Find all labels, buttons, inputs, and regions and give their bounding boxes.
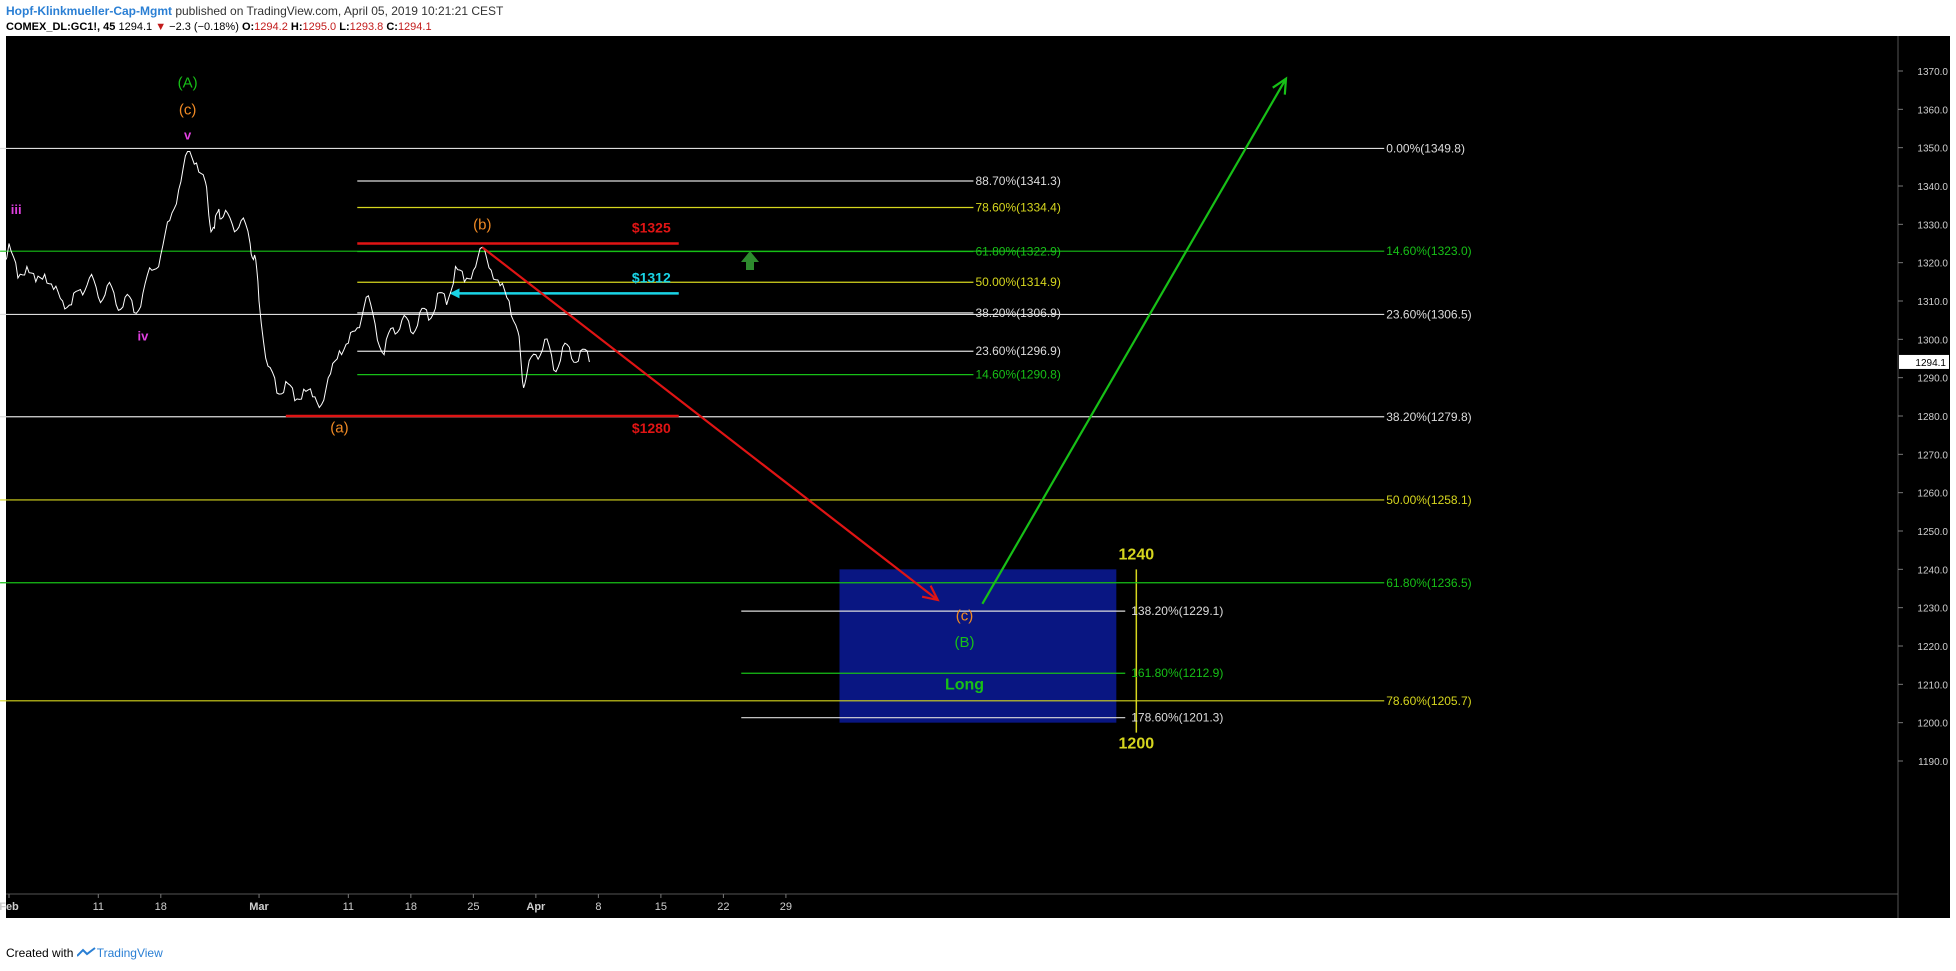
y-axis-tick-label: 1250.0 <box>1917 527 1948 538</box>
y-axis-tick-label: 1230.0 <box>1917 604 1948 615</box>
fib-level-label: 78.60%(1334.4) <box>975 200 1060 214</box>
wave-label: (b) <box>473 216 491 233</box>
projection-arrow-line <box>481 246 939 601</box>
low-label: L: <box>339 21 350 33</box>
target-zone-box[interactable] <box>839 569 1117 723</box>
target-zone-top-label: 1240 <box>1119 546 1155 563</box>
last-price-badge <box>1899 354 1949 369</box>
tradingview-logo-icon <box>76 947 96 957</box>
x-axis-tick-label: Feb <box>0 901 19 913</box>
close-value: 1294.1 <box>397 21 432 33</box>
fib-level-label: 178.60%(1201.3) <box>1131 711 1223 725</box>
x-axis-tick-label: 18 <box>405 901 417 913</box>
y-axis-tick-label: 1210.0 <box>1917 680 1948 691</box>
close-label: C: <box>386 21 398 33</box>
high-label: H: <box>290 21 303 33</box>
price-axis[interactable] <box>1898 36 1950 918</box>
open-label: O: <box>241 21 255 33</box>
cyan-arrow-icon <box>449 288 460 299</box>
wave-label: iv <box>138 329 150 344</box>
fib-level-label: 88.70%(1341.3) <box>975 174 1060 188</box>
fib-level-label: 138.20%(1229.1) <box>1131 604 1223 618</box>
wave-label: iii <box>11 202 22 217</box>
projection-arrowhead-icon <box>921 585 940 602</box>
x-axis-tick-label: Apr <box>526 901 546 913</box>
tradingview-link[interactable]: TradingView <box>96 946 163 960</box>
fib-level-label: 23.60%(1306.5) <box>1386 307 1471 321</box>
target-zone-bottom-label: 1200 <box>1119 736 1155 753</box>
x-axis-tick-label: 8 <box>595 901 601 913</box>
price-level-label: $1280 <box>632 420 671 436</box>
fib-level-label: 14.60%(1290.8) <box>975 368 1060 382</box>
open-value: 1294.2 <box>254 21 288 33</box>
ohlc-bar: COMEX_DL:GC1!, 45 1294.1 ▼ −2.3 (−0.18%)… <box>6 21 432 33</box>
y-axis-tick-label: 1330.0 <box>1917 220 1948 231</box>
y-axis-tick-label: 1220.0 <box>1917 642 1948 653</box>
y-axis-tick-label: 1200.0 <box>1917 719 1948 730</box>
fib-level-label: 50.00%(1314.9) <box>975 275 1060 289</box>
low-value: 1293.8 <box>349 21 384 33</box>
publish-date: published on TradingView.com, April 05, … <box>172 4 504 18</box>
wave-label: (c) <box>179 101 197 118</box>
last-price-label: 1294.1 <box>1915 358 1946 369</box>
y-axis-tick-label: 1270.0 <box>1917 450 1948 461</box>
y-axis-tick-label: 1320.0 <box>1917 259 1948 270</box>
fib-level-label: 78.60%(1205.7) <box>1386 694 1471 708</box>
symbol-label: COMEX_DL:GC1!, 45 <box>6 21 116 33</box>
y-axis-tick-label: 1260.0 <box>1917 489 1948 500</box>
chart-background <box>6 36 1950 918</box>
x-axis-tick-label: 22 <box>717 901 729 913</box>
y-axis-tick-label: 1340.0 <box>1917 182 1948 193</box>
fib-level-label: 38.20%(1279.8) <box>1386 410 1471 424</box>
footer: Created with TradingView <box>6 946 163 960</box>
wave-label: (c) <box>956 607 974 624</box>
projection-arrowhead-icon <box>1272 76 1288 95</box>
price-level-label: $1325 <box>632 220 671 236</box>
y-axis-tick-label: 1360.0 <box>1917 105 1948 116</box>
fib-level-label: 61.80%(1236.5) <box>1386 576 1471 590</box>
author-name[interactable]: Hopf-Klinkmueller-Cap-Mgmt <box>6 4 172 18</box>
x-axis-tick-label: 18 <box>155 901 167 913</box>
x-axis-tick-label: 11 <box>93 901 104 913</box>
x-axis-tick-label: Mar <box>249 901 269 913</box>
high-value: 1295.0 <box>302 21 337 33</box>
fib-level-label: 14.60%(1323.0) <box>1386 244 1471 258</box>
down-arrow-icon: ▼ <box>155 21 167 33</box>
wave-label: (B) <box>955 634 975 651</box>
wave-label: (a) <box>330 420 348 437</box>
y-axis-tick-label: 1350.0 <box>1917 144 1948 155</box>
fib-level-label: 50.00%(1258.1) <box>1386 493 1471 507</box>
fib-level-label: 0.00%(1349.8) <box>1386 141 1465 155</box>
fib-level-label: 23.60%(1296.9) <box>975 344 1060 358</box>
price-change: −2.3 (−0.18%) <box>169 21 239 33</box>
x-axis-tick-label: 29 <box>780 901 792 913</box>
created-with-label: Created with <box>6 946 74 960</box>
x-axis-tick-label: 15 <box>655 901 667 913</box>
y-axis-tick-label: 1280.0 <box>1917 412 1948 423</box>
wave-label: Long <box>945 676 984 693</box>
projection-arrow-line <box>981 78 1287 605</box>
price-chart[interactable]: 1240 1200 0.00%(1349.8) 88.70%(1341.3) 78.6… <box>0 36 1956 942</box>
x-axis-tick-label: 25 <box>467 901 479 913</box>
publish-info: Hopf-Klinkmueller-Cap-Mgmt published on … <box>6 4 503 18</box>
y-axis-tick-label: 1190.0 <box>1918 757 1948 768</box>
y-axis-tick-label: 1240.0 <box>1917 565 1948 576</box>
fib-level-label: 161.80%(1212.9) <box>1131 666 1223 680</box>
y-axis-tick-label: 1310.0 <box>1917 297 1948 308</box>
y-axis-tick-label: 1300.0 <box>1917 335 1948 346</box>
wave-label: (A) <box>178 75 198 92</box>
y-axis-tick-label: 1370.0 <box>1917 67 1948 78</box>
x-axis-tick-label: 11 <box>343 901 354 913</box>
price-series-line <box>0 151 590 409</box>
wave-label: v <box>184 127 192 142</box>
fib-level-label: 38.20%(1306.9) <box>975 306 1060 320</box>
y-axis-tick-label: 1290.0 <box>1917 374 1948 385</box>
up-arrow-icon <box>741 251 759 270</box>
last-price: 1294.1 <box>118 21 153 33</box>
price-level-label: $1312 <box>632 269 671 285</box>
